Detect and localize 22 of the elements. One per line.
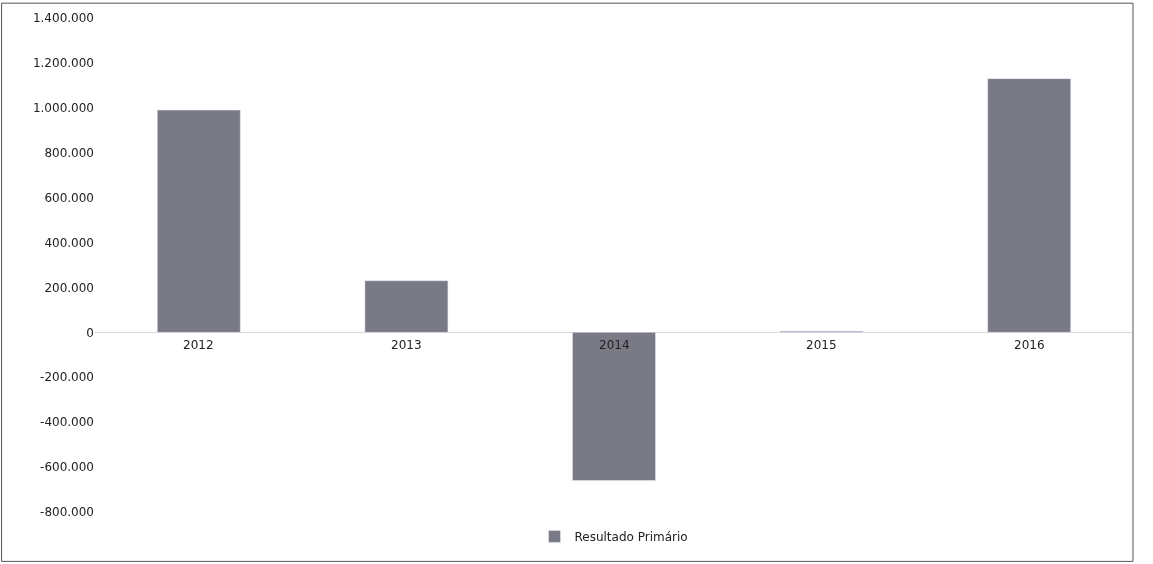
y-tick-label: 1.200.000 xyxy=(32,56,94,71)
y-tick-label: 800.000 xyxy=(44,145,94,160)
legend-label: Resultado Primário xyxy=(574,530,688,545)
y-tick-label: 1.400.000 xyxy=(32,11,94,26)
y-tick-label: 400.000 xyxy=(44,235,94,250)
y-tick-label: 0 xyxy=(86,325,94,340)
x-tick-label: 2016 xyxy=(1014,338,1045,352)
x-tick-label: 2014 xyxy=(599,338,630,352)
y-tick-label: -400.000 xyxy=(40,415,94,430)
y-tick-label: 1.000.000 xyxy=(32,101,94,116)
x-tick-label: 2015 xyxy=(806,338,837,352)
y-tick-label: 600.000 xyxy=(44,190,94,205)
x-tick-label: 2013 xyxy=(391,338,422,352)
x-tick-label: 2012 xyxy=(183,338,214,352)
y-tick-label: -800.000 xyxy=(40,505,94,520)
y-tick-label: -600.000 xyxy=(40,460,94,475)
bar xyxy=(572,332,656,481)
bar xyxy=(157,109,241,333)
y-tick-label: 200.000 xyxy=(44,280,94,295)
y-tick-label: -200.000 xyxy=(40,370,94,385)
bar xyxy=(987,78,1071,333)
bar xyxy=(364,280,449,333)
